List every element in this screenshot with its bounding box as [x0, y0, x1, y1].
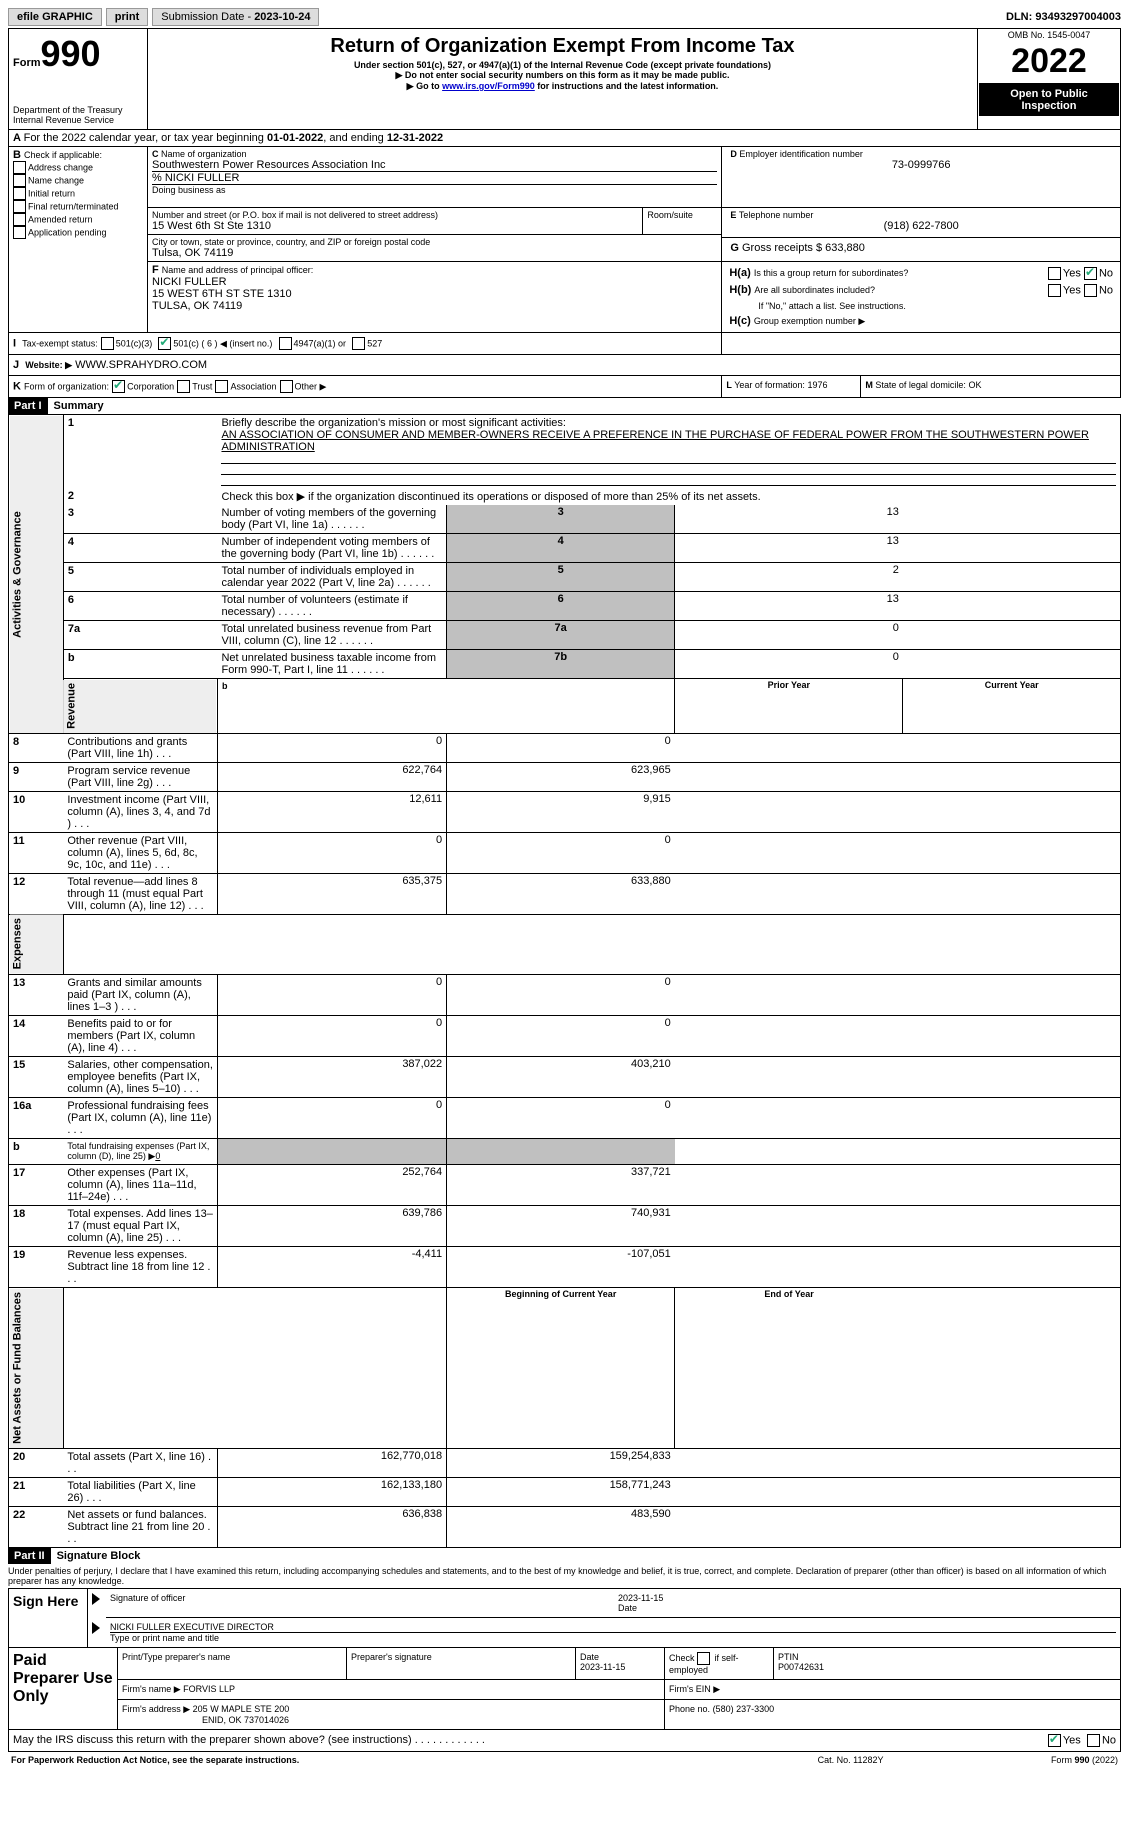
- room-label: Room/suite: [643, 208, 722, 234]
- cb-initial[interactable]: Initial return: [13, 187, 143, 200]
- j-label: Website: ▶: [25, 360, 72, 370]
- firm-phone: (580) 237-3300: [713, 1704, 775, 1714]
- officer-print: NICKI FULLER EXECUTIVE DIRECTOR: [110, 1622, 1116, 1633]
- vtab-expenses: Expenses: [9, 914, 64, 974]
- firm-addr: 205 W MAPLE STE 200: [193, 1704, 290, 1714]
- d-label: Employer identification number: [739, 149, 863, 159]
- care-of: % NICKI FULLER: [152, 171, 717, 184]
- domicile: OK: [968, 380, 981, 390]
- discuss-q: May the IRS discuss this return with the…: [13, 1734, 412, 1746]
- website: WWW.SPRAHYDRO.COM: [75, 359, 207, 371]
- vtab-activities: Activities & Governance: [9, 415, 64, 734]
- form-label: Form990: [13, 33, 143, 75]
- prep-sig-label: Preparer's signature: [347, 1648, 576, 1680]
- firm-name: FORVIS LLP: [183, 1684, 235, 1694]
- cb-address[interactable]: Address change: [13, 161, 143, 174]
- boy-hdr: Beginning of Current Year: [447, 1288, 675, 1449]
- tax-year: 2022: [979, 40, 1119, 84]
- hc: Group exemption number ▶: [754, 316, 865, 326]
- vtab-net: Net Assets or Fund Balances: [9, 1288, 64, 1449]
- sign-here: Sign Here Signature of officer 2023-11-1…: [8, 1588, 1121, 1648]
- city: Tulsa, OK 74119: [152, 247, 717, 259]
- q2: Check this box ▶ if the organization dis…: [221, 491, 760, 503]
- ein: 73-0999766: [730, 159, 1112, 171]
- irs-link[interactable]: www.irs.gov/Form990: [442, 81, 535, 91]
- subtitle-2: ▶ Do not enter social security numbers o…: [152, 70, 973, 81]
- gross-receipts: 633,880: [825, 242, 865, 254]
- sign-here-label: Sign Here: [9, 1589, 88, 1648]
- summary-table: Activities & Governance 1 Briefly descri…: [8, 414, 1121, 1548]
- c-label: Name of organization: [161, 149, 247, 159]
- irs-label: Internal Revenue Service: [13, 115, 143, 125]
- paid-label: Paid Preparer Use Only: [9, 1648, 118, 1730]
- street: 15 West 6th St Ste 1310: [152, 220, 638, 232]
- year-formed: 1976: [807, 380, 827, 390]
- mission: AN ASSOCIATION OF CONSUMER AND MEMBER-OW…: [221, 429, 1088, 453]
- open-inspection: Open to Public Inspection: [979, 84, 1119, 116]
- prep-name-label: Print/Type preparer's name: [118, 1648, 347, 1680]
- dba-label: Doing business as: [152, 184, 717, 195]
- form-header: Form990 Department of the Treasury Inter…: [8, 28, 1121, 130]
- addr-label: Number and street (or P.O. box if mail i…: [152, 210, 638, 220]
- efile-label: efile GRAPHIC: [8, 8, 102, 26]
- current-year-hdr: Current Year: [903, 679, 1121, 734]
- part-ii-header: Part IISignature Block: [8, 1548, 1121, 1564]
- declaration: Under penalties of perjury, I declare th…: [8, 1564, 1121, 1588]
- part-i-header: Part ISummary: [8, 398, 1121, 414]
- hb-note: If "No," attach a list. See instructions…: [728, 300, 1114, 312]
- dln: DLN: 93493297004003: [1006, 11, 1121, 23]
- paid-preparer: Paid Preparer Use Only Print/Type prepar…: [8, 1648, 1121, 1730]
- firm-ein: Firm's EIN ▶: [669, 1684, 720, 1694]
- firm-city: ENID, OK 737014026: [122, 1715, 289, 1725]
- cb-name[interactable]: Name change: [13, 174, 143, 187]
- submission-date: Submission Date - 2023-10-24: [152, 8, 319, 26]
- prior-year-hdr: Prior Year: [675, 679, 903, 734]
- sig-label: Signature of officer: [106, 1589, 614, 1618]
- subtitle-3: ▶ Go to www.irs.gov/Form990 for instruct…: [152, 81, 973, 92]
- f-label: Name and address of principal officer:: [162, 265, 313, 275]
- eoy-hdr: End of Year: [675, 1288, 903, 1449]
- officer-name: NICKI FULLER: [152, 276, 717, 288]
- i-label: Tax-exempt status:: [22, 338, 98, 348]
- vtab-revenue: Revenue: [63, 679, 217, 734]
- hb: Are all subordinates included?: [754, 285, 875, 295]
- org-name: Southwestern Power Resources Association…: [152, 159, 717, 171]
- print-button[interactable]: print: [106, 8, 148, 26]
- e-label: Telephone number: [739, 210, 814, 220]
- phone: (918) 622-7800: [730, 220, 1112, 232]
- cat-no: Cat. No. 11282Y: [763, 1754, 939, 1766]
- cb-amended[interactable]: Amended return: [13, 213, 143, 226]
- b-label: Check if applicable:: [24, 150, 102, 160]
- entity-block: A For the 2022 calendar year, or tax yea…: [8, 130, 1121, 398]
- arrow-icon: [92, 1593, 100, 1605]
- dept-label: Department of the Treasury: [13, 105, 143, 115]
- officer-addr: 15 WEST 6TH ST STE 1310: [152, 288, 717, 300]
- prep-date: 2023-11-15: [580, 1662, 625, 1672]
- cb-pending[interactable]: Application pending: [13, 226, 143, 239]
- arrow-icon: [92, 1622, 100, 1634]
- line-a: For the 2022 calendar year, or tax year …: [24, 132, 267, 144]
- omb: OMB No. 1545-0047: [979, 30, 1119, 40]
- city-label: City or town, state or province, country…: [152, 237, 717, 247]
- sig-date: 2023-11-15: [618, 1593, 1116, 1603]
- q1: Briefly describe the organization's miss…: [221, 417, 565, 429]
- g-label: Gross receipts $: [742, 242, 822, 254]
- pra-notice: For Paperwork Reduction Act Notice, see …: [10, 1754, 761, 1766]
- k-label: Form of organization:: [24, 381, 109, 391]
- top-toolbar: efile GRAPHIC print Submission Date - 20…: [8, 8, 1121, 26]
- officer-city: TULSA, OK 74119: [152, 300, 717, 312]
- ptin: P00742631: [778, 1662, 824, 1672]
- subtitle-1: Under section 501(c), 527, or 4947(a)(1)…: [152, 60, 973, 70]
- ha: Is this a group return for subordinates?: [754, 268, 909, 278]
- form-title: Return of Organization Exempt From Incom…: [152, 35, 973, 58]
- cb-final[interactable]: Final return/terminated: [13, 200, 143, 213]
